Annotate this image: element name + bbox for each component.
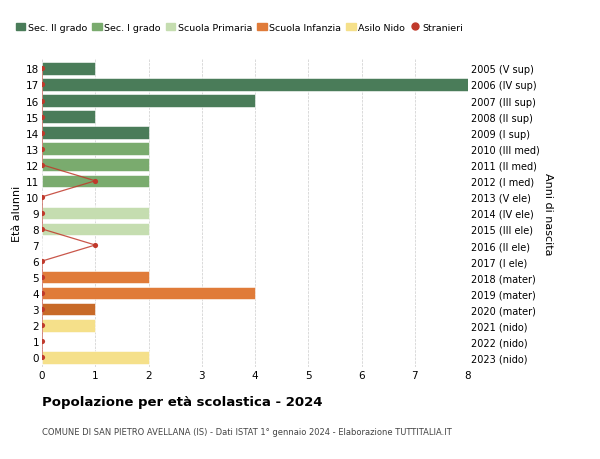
Bar [42,159,149,172]
Text: COMUNE DI SAN PIETRO AVELLANA (IS) - Dati ISTAT 1° gennaio 2024 - Elaborazione T: COMUNE DI SAN PIETRO AVELLANA (IS) - Dat… [42,427,452,436]
Bar [42,207,149,220]
Bar [42,79,468,91]
Bar [42,271,149,284]
Bar [42,143,149,156]
Text: Popolazione per età scolastica - 2024: Popolazione per età scolastica - 2024 [42,395,323,408]
Bar [42,127,149,140]
Point [37,258,47,265]
Bar [42,95,255,107]
Y-axis label: Anni di nascita: Anni di nascita [544,172,553,255]
Bar [42,319,95,332]
Point [37,162,47,169]
Point [37,354,47,361]
Point [91,178,100,185]
Bar [42,111,95,123]
Point [37,274,47,281]
Point [37,98,47,105]
Point [37,146,47,153]
Point [91,242,100,249]
Bar [42,63,95,76]
Bar [42,287,255,300]
Point [37,306,47,313]
Point [37,290,47,297]
Point [37,322,47,329]
Point [37,82,47,89]
Point [37,226,47,233]
Bar [42,175,149,188]
Point [37,130,47,137]
Point [37,210,47,217]
Bar [42,223,149,236]
Y-axis label: Età alunni: Età alunni [12,185,22,241]
Bar [42,303,95,316]
Point [37,194,47,201]
Point [37,338,47,345]
Point [37,114,47,121]
Bar [42,351,149,364]
Legend: Sec. II grado, Sec. I grado, Scuola Primaria, Scuola Infanzia, Asilo Nido, Stran: Sec. II grado, Sec. I grado, Scuola Prim… [12,20,467,36]
Point [37,66,47,73]
